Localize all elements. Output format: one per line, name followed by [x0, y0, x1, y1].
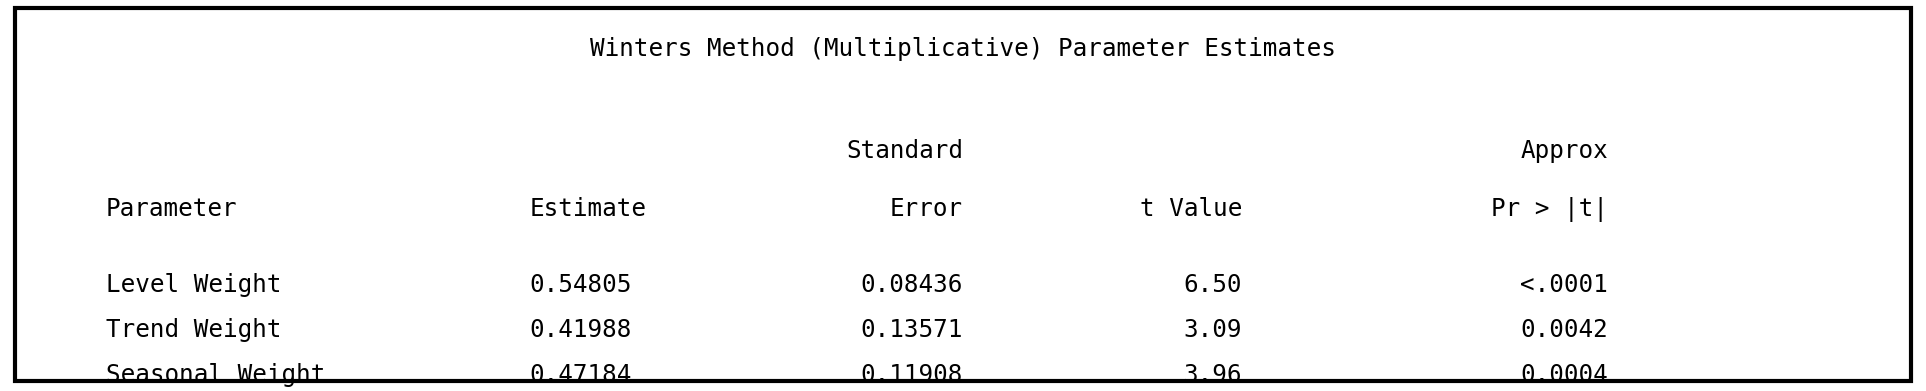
Text: 0.0004: 0.0004 — [1520, 363, 1608, 387]
Text: Winters Method (Multiplicative) Parameter Estimates: Winters Method (Multiplicative) Paramete… — [589, 37, 1337, 61]
FancyBboxPatch shape — [15, 8, 1911, 381]
Text: Pr > |t|: Pr > |t| — [1491, 197, 1608, 222]
Text: 3.09: 3.09 — [1184, 318, 1242, 343]
Text: 0.11908: 0.11908 — [861, 363, 963, 387]
Text: 0.54805: 0.54805 — [530, 273, 632, 298]
Text: Parameter: Parameter — [106, 197, 237, 221]
Text: 3.96: 3.96 — [1184, 363, 1242, 387]
Text: 0.0042: 0.0042 — [1520, 318, 1608, 343]
Text: 0.08436: 0.08436 — [861, 273, 963, 298]
Text: 0.47184: 0.47184 — [530, 363, 632, 387]
Text: Standard: Standard — [846, 138, 963, 163]
Text: 0.41988: 0.41988 — [530, 318, 632, 343]
Text: Seasonal Weight: Seasonal Weight — [106, 363, 325, 387]
Text: <.0001: <.0001 — [1520, 273, 1608, 298]
Text: Trend Weight: Trend Weight — [106, 318, 281, 343]
Text: Error: Error — [890, 197, 963, 221]
Text: 0.13571: 0.13571 — [861, 318, 963, 343]
Text: Approx: Approx — [1520, 138, 1608, 163]
Text: Level Weight: Level Weight — [106, 273, 281, 298]
Text: t Value: t Value — [1140, 197, 1242, 221]
Text: 6.50: 6.50 — [1184, 273, 1242, 298]
Text: Estimate: Estimate — [530, 197, 647, 221]
